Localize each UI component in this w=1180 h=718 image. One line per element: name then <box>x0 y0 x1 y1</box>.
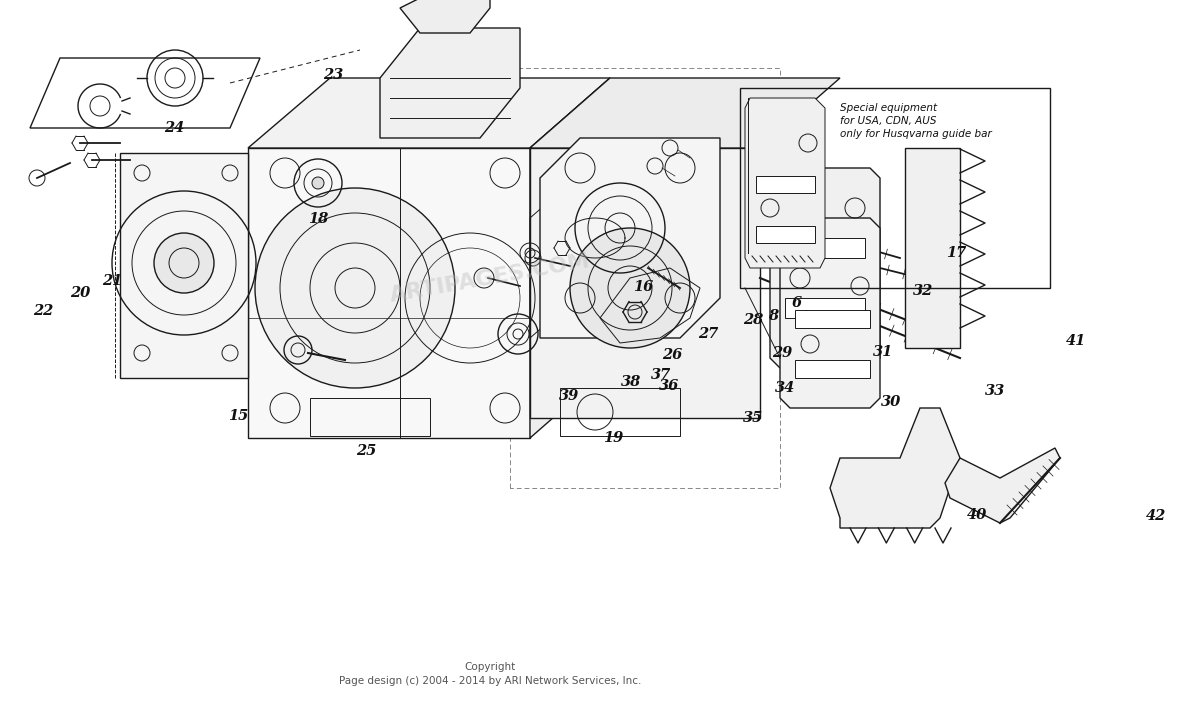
Polygon shape <box>945 448 1060 523</box>
Text: 28: 28 <box>742 312 763 327</box>
Text: ARTIPAGES.COM: ARTIPAGES.COM <box>388 251 592 305</box>
Text: 24: 24 <box>164 121 185 135</box>
Text: 26: 26 <box>662 348 683 363</box>
Text: 15: 15 <box>228 409 249 424</box>
Polygon shape <box>745 98 825 268</box>
Text: 33: 33 <box>984 384 1005 398</box>
Polygon shape <box>795 310 870 328</box>
Text: 38: 38 <box>621 375 642 389</box>
Polygon shape <box>530 148 760 418</box>
Polygon shape <box>830 408 961 528</box>
Text: 18: 18 <box>308 212 329 226</box>
Text: 40: 40 <box>966 508 988 522</box>
Text: 17: 17 <box>945 246 966 260</box>
Text: 35: 35 <box>742 411 763 425</box>
Polygon shape <box>530 78 840 148</box>
Polygon shape <box>248 78 610 148</box>
Polygon shape <box>530 78 610 438</box>
Text: 23: 23 <box>322 68 343 83</box>
Text: 41: 41 <box>1066 334 1087 348</box>
Polygon shape <box>795 360 870 378</box>
Text: 21: 21 <box>101 274 123 289</box>
Text: 19: 19 <box>603 431 624 445</box>
Text: Special equipment
for USA, CDN, AUS
only for Husqvarna guide bar: Special equipment for USA, CDN, AUS only… <box>840 103 991 139</box>
Polygon shape <box>905 148 961 348</box>
Polygon shape <box>400 0 490 33</box>
Circle shape <box>570 228 690 348</box>
Text: 22: 22 <box>33 304 54 318</box>
Polygon shape <box>780 218 880 408</box>
Polygon shape <box>756 226 815 243</box>
Text: 30: 30 <box>880 395 902 409</box>
Text: 36: 36 <box>658 379 680 393</box>
Text: 32: 32 <box>912 284 933 298</box>
Polygon shape <box>785 238 865 258</box>
Text: 25: 25 <box>355 444 376 458</box>
Text: 16: 16 <box>632 280 654 294</box>
Circle shape <box>312 177 325 189</box>
Polygon shape <box>785 298 865 318</box>
Text: 27: 27 <box>697 327 719 341</box>
Text: 6: 6 <box>792 296 801 310</box>
Text: 37: 37 <box>650 368 671 382</box>
Polygon shape <box>120 153 248 378</box>
Text: 8: 8 <box>768 309 778 323</box>
Text: 20: 20 <box>70 286 91 300</box>
Text: Copyright
Page design (c) 2004 - 2014 by ARI Network Services, Inc.: Copyright Page design (c) 2004 - 2014 by… <box>339 662 641 686</box>
Polygon shape <box>380 28 520 138</box>
Text: 29: 29 <box>772 346 793 360</box>
Text: 39: 39 <box>558 389 579 404</box>
Text: 42: 42 <box>1146 508 1167 523</box>
Polygon shape <box>771 168 880 368</box>
Circle shape <box>255 188 455 388</box>
Polygon shape <box>540 138 720 338</box>
Text: 31: 31 <box>872 345 893 359</box>
Polygon shape <box>756 176 815 193</box>
Circle shape <box>155 233 214 293</box>
Text: 34: 34 <box>774 381 795 395</box>
Polygon shape <box>248 148 530 438</box>
